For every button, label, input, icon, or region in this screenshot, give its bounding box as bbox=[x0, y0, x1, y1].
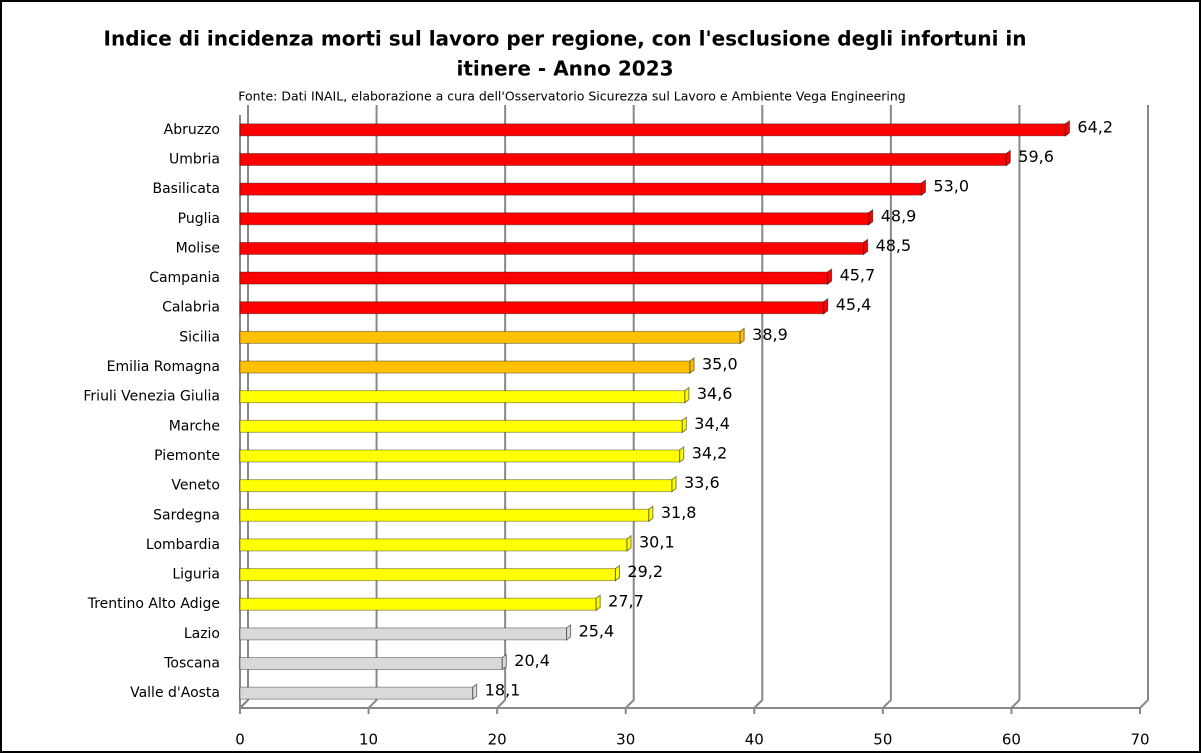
bar bbox=[239, 449, 681, 463]
bar-cap bbox=[681, 416, 687, 434]
bar bbox=[239, 212, 870, 226]
bar-cap bbox=[595, 594, 601, 612]
value-label: 34,4 bbox=[694, 414, 730, 433]
bar bbox=[239, 568, 616, 582]
value-label: 59,6 bbox=[1018, 147, 1054, 166]
value-label: 29,2 bbox=[627, 562, 663, 581]
value-label: 45,4 bbox=[836, 295, 872, 314]
value-label: 18,1 bbox=[485, 681, 521, 700]
value-label: 31,8 bbox=[661, 503, 697, 522]
value-label: 33,6 bbox=[684, 473, 720, 492]
bar bbox=[239, 627, 568, 641]
bar bbox=[239, 152, 1007, 166]
value-label: 34,6 bbox=[697, 384, 733, 403]
y-tick-label: Puglia bbox=[178, 211, 220, 227]
y-tick-label: Emilia Romagna bbox=[107, 359, 220, 375]
grid-line bbox=[1010, 105, 1021, 709]
bar-cap bbox=[689, 357, 695, 375]
bar-cap bbox=[868, 208, 874, 226]
bar-cap bbox=[472, 683, 478, 701]
x-tick-label: 60 bbox=[1002, 731, 1021, 749]
x-tick-label: 30 bbox=[616, 731, 635, 749]
bar bbox=[239, 657, 503, 671]
bar bbox=[239, 686, 474, 700]
y-tick-label: Veneto bbox=[171, 478, 220, 494]
bar bbox=[239, 419, 683, 433]
y-tick-label: Marche bbox=[169, 418, 220, 434]
bar-cap bbox=[566, 623, 572, 641]
bar bbox=[239, 271, 829, 285]
y-tick-label: Calabria bbox=[162, 300, 220, 316]
y-tick-label: Toscana bbox=[163, 656, 220, 672]
bar-cap bbox=[739, 327, 745, 345]
y-tick-label: Trentino Alto Adige bbox=[87, 596, 220, 612]
value-label: 45,7 bbox=[840, 266, 876, 285]
value-label: 35,0 bbox=[702, 355, 738, 374]
y-tick-label: Friuli Venezia Giulia bbox=[83, 389, 220, 405]
bar-cap bbox=[863, 238, 869, 256]
y-tick-label: Piemonte bbox=[154, 448, 220, 464]
bar-cap bbox=[648, 505, 654, 523]
value-label: 25,4 bbox=[579, 621, 615, 640]
bar-cap bbox=[920, 179, 926, 197]
x-tick-label: 0 bbox=[235, 731, 245, 749]
value-label: 34,2 bbox=[692, 443, 728, 462]
bar-cap bbox=[823, 297, 829, 315]
bar-cap bbox=[501, 653, 507, 671]
bar bbox=[239, 241, 865, 255]
value-label: 20,4 bbox=[514, 651, 550, 670]
bar bbox=[239, 479, 673, 493]
value-label: 27,7 bbox=[608, 592, 644, 611]
bar bbox=[239, 508, 650, 522]
grid-line bbox=[1139, 105, 1149, 709]
bar-cap bbox=[614, 564, 620, 582]
bar bbox=[239, 330, 741, 344]
x-tick-label: 10 bbox=[359, 731, 378, 749]
value-label: 38,9 bbox=[752, 325, 788, 344]
bar bbox=[239, 301, 825, 315]
bar-cap bbox=[1064, 119, 1070, 137]
y-tick-label: Lazio bbox=[184, 626, 220, 642]
bar-cap bbox=[626, 534, 632, 552]
bar-cap bbox=[684, 386, 690, 404]
y-tick-label: Abruzzo bbox=[164, 122, 220, 138]
bar bbox=[239, 597, 597, 611]
x-tick-label: 20 bbox=[488, 731, 507, 749]
bar bbox=[239, 123, 1066, 137]
value-label: 64,2 bbox=[1077, 117, 1113, 136]
x-tick-label: 50 bbox=[873, 731, 892, 749]
y-tick-label: Liguria bbox=[172, 567, 220, 583]
bar-cap bbox=[827, 268, 833, 286]
value-label: 48,5 bbox=[876, 236, 912, 255]
y-tick-label: Sicilia bbox=[179, 329, 220, 345]
y-tick-label: Campania bbox=[149, 270, 220, 286]
bar-cap bbox=[1005, 149, 1011, 167]
y-tick-label: Molise bbox=[176, 240, 220, 256]
bar bbox=[239, 390, 686, 404]
bar bbox=[239, 360, 691, 374]
grid-line bbox=[882, 105, 892, 709]
value-label: 53,0 bbox=[933, 177, 969, 196]
value-label: 30,1 bbox=[639, 532, 675, 551]
bar-cap bbox=[679, 445, 685, 463]
chart-title: itinere - Anno 2023 bbox=[456, 57, 673, 81]
x-tick-label: 40 bbox=[745, 731, 764, 749]
x-tick-label: 70 bbox=[1130, 731, 1149, 749]
bar bbox=[239, 538, 628, 552]
y-tick-label: Basilicata bbox=[153, 181, 221, 197]
chart-title: Indice di incidenza morti sul lavoro per… bbox=[104, 27, 1027, 51]
chart-subtitle: Fonte: Dati INAIL, elaborazione a cura d… bbox=[238, 89, 906, 104]
bar-cap bbox=[671, 475, 677, 493]
value-label: 48,9 bbox=[881, 206, 917, 225]
y-tick-label: Sardegna bbox=[153, 507, 220, 523]
y-tick-label: Valle d'Aosta bbox=[130, 685, 220, 701]
y-tick-label: Lombardia bbox=[146, 537, 220, 553]
y-tick-label: Umbria bbox=[169, 151, 220, 167]
bar bbox=[239, 182, 922, 196]
